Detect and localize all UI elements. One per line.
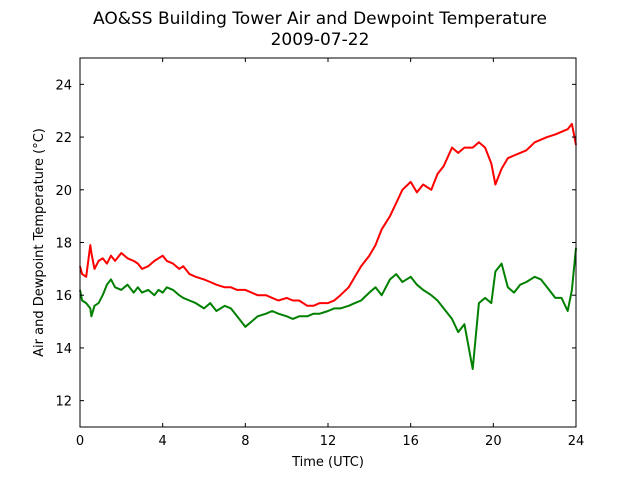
y-tick-label: 22 <box>55 131 72 146</box>
y-tick-label: 16 <box>55 289 72 304</box>
y-tick-label: 20 <box>55 184 72 199</box>
series-line-1 <box>79 247 577 370</box>
y-tick-label: 24 <box>55 78 72 93</box>
plot-lines <box>79 122 577 370</box>
y-tick-label: 18 <box>55 237 72 252</box>
x-tick-label: 16 <box>402 434 419 449</box>
x-axis: 0 4 8 12 16 20 24 <box>76 58 584 449</box>
y-tick-label: 14 <box>55 342 72 357</box>
x-tick-label: 24 <box>568 434 585 449</box>
series-line-0 <box>79 122 577 307</box>
y-tick-label: 12 <box>55 395 72 410</box>
x-tick-label: 4 <box>159 434 167 449</box>
x-tick-label: 0 <box>76 434 84 449</box>
x-tick-label: 20 <box>485 434 502 449</box>
x-axis-label: Time (UTC) <box>291 455 364 470</box>
y-axis-label: Air and Dewpoint Temperature (°C) <box>32 128 47 357</box>
x-tick-label: 12 <box>320 434 337 449</box>
chart-title: AO&SS Building Tower Air and Dewpoint Te… <box>93 9 547 29</box>
chart-subtitle: 2009-07-22 <box>271 30 370 50</box>
x-tick-label: 8 <box>241 434 249 449</box>
y-axis: 12 14 16 18 20 22 24 <box>55 78 576 410</box>
